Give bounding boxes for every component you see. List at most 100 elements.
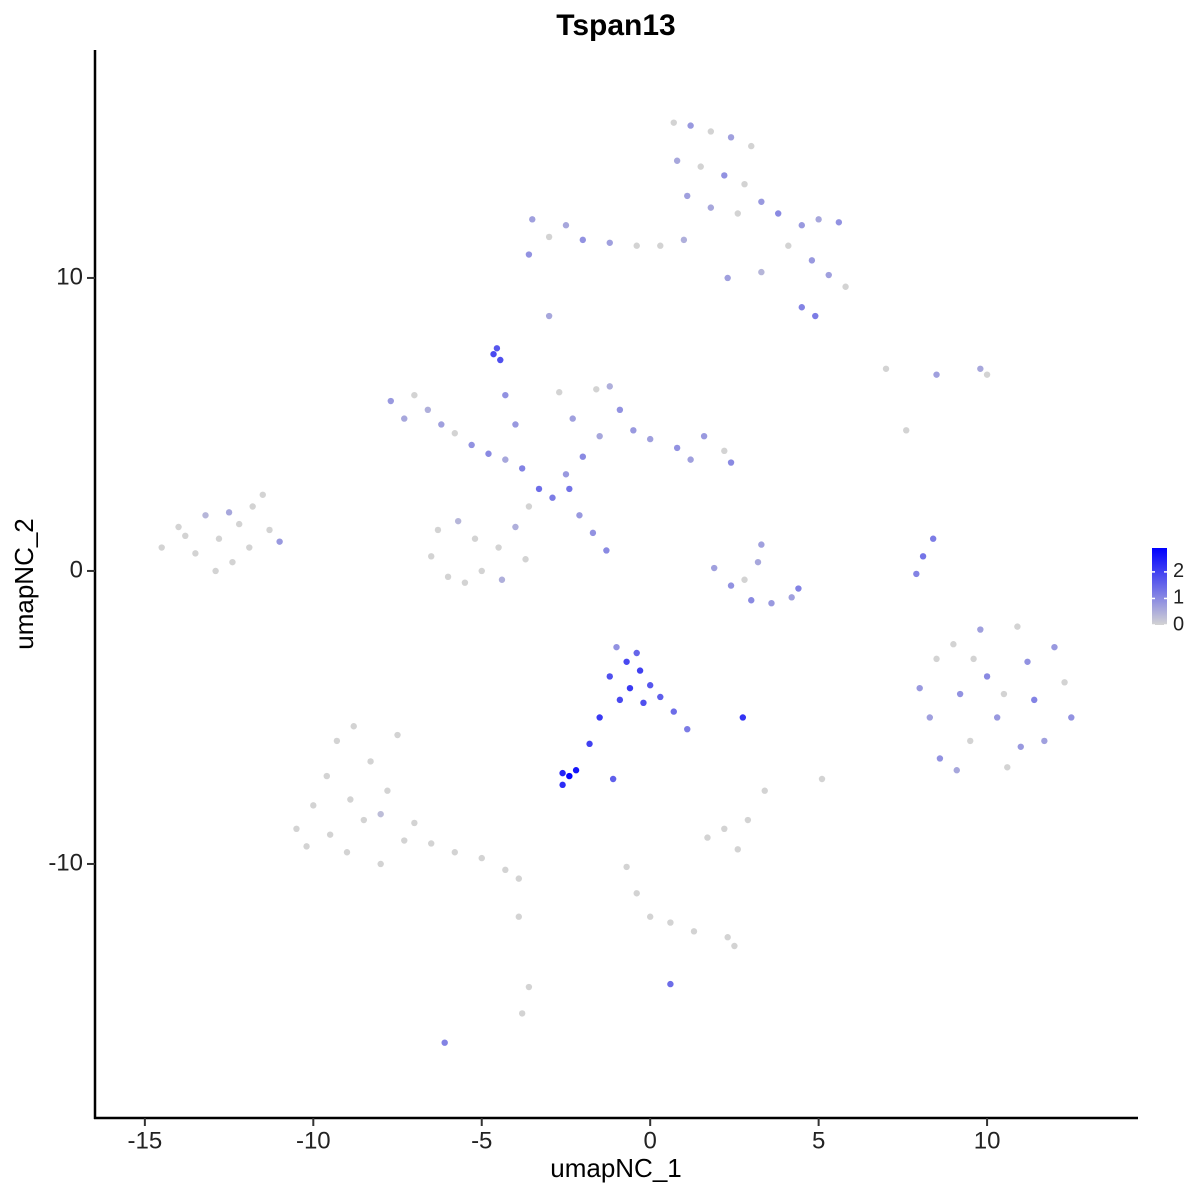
point xyxy=(545,233,553,241)
point xyxy=(347,796,354,803)
y-tick-label: -10 xyxy=(48,849,83,876)
point xyxy=(323,772,330,780)
point xyxy=(606,673,613,680)
point xyxy=(613,643,620,651)
point xyxy=(623,658,630,665)
point xyxy=(559,769,566,777)
point xyxy=(249,503,256,510)
point xyxy=(933,371,940,378)
point xyxy=(572,767,580,774)
point xyxy=(394,731,401,739)
point xyxy=(485,450,492,457)
points xyxy=(158,119,1075,1046)
point xyxy=(518,1010,526,1017)
point xyxy=(684,192,691,200)
point xyxy=(266,526,273,534)
point xyxy=(1004,764,1011,771)
point xyxy=(667,980,674,988)
point xyxy=(192,550,199,557)
point xyxy=(623,863,630,871)
point xyxy=(522,556,529,563)
point xyxy=(808,257,816,264)
point xyxy=(468,441,475,449)
point xyxy=(727,459,735,466)
point xyxy=(680,236,688,244)
point xyxy=(606,239,613,246)
point xyxy=(825,271,832,279)
point xyxy=(744,816,752,824)
x-axis-title: umapNC_1 xyxy=(550,1153,682,1183)
point xyxy=(529,216,536,223)
point xyxy=(606,383,613,390)
point xyxy=(788,594,795,601)
point xyxy=(646,435,654,443)
point xyxy=(515,913,523,920)
point xyxy=(589,529,597,537)
point xyxy=(785,242,792,249)
point xyxy=(559,781,566,789)
x-tick-label: -15 xyxy=(128,1127,163,1154)
colorbar-tick-label: 1 xyxy=(1173,587,1184,609)
point xyxy=(225,509,233,516)
point xyxy=(603,547,610,554)
point xyxy=(933,655,940,663)
point xyxy=(919,553,927,560)
point xyxy=(1041,737,1048,745)
point xyxy=(775,210,782,217)
point xyxy=(670,708,677,715)
point xyxy=(721,172,728,179)
point xyxy=(754,558,762,566)
point xyxy=(229,558,236,566)
point xyxy=(953,767,960,774)
point xyxy=(1031,696,1038,704)
point xyxy=(630,427,637,434)
colorbar-tick-label: 0 xyxy=(1173,613,1184,635)
y-tick-label: 10 xyxy=(56,263,83,290)
point xyxy=(748,597,755,604)
point xyxy=(835,219,843,226)
point xyxy=(512,523,519,531)
point xyxy=(202,512,209,519)
y-tick-label: 0 xyxy=(70,556,83,583)
point xyxy=(936,755,944,762)
x-tick-label: 5 xyxy=(812,1127,825,1154)
point xyxy=(401,415,408,422)
point xyxy=(687,456,694,463)
point xyxy=(545,312,553,320)
point xyxy=(434,526,442,534)
point xyxy=(956,690,964,698)
point xyxy=(739,714,747,721)
point xyxy=(593,386,600,393)
point xyxy=(798,222,805,229)
point xyxy=(303,843,310,850)
point xyxy=(498,576,506,583)
point xyxy=(633,242,640,249)
point xyxy=(384,787,391,794)
point xyxy=(471,535,479,542)
point xyxy=(549,494,556,501)
point xyxy=(525,983,533,991)
point xyxy=(734,846,741,853)
point xyxy=(721,447,728,455)
point xyxy=(993,714,1001,721)
point xyxy=(633,890,640,897)
point xyxy=(535,485,543,493)
point xyxy=(768,599,775,607)
point xyxy=(758,268,765,276)
point xyxy=(424,406,432,414)
point xyxy=(929,535,937,542)
point xyxy=(646,913,654,920)
point xyxy=(697,163,704,170)
point xyxy=(525,251,533,258)
point xyxy=(428,553,435,560)
x-tick-label: -10 xyxy=(296,1127,331,1154)
point xyxy=(401,837,408,844)
point xyxy=(515,875,523,882)
point xyxy=(215,535,223,542)
point xyxy=(377,810,384,818)
point xyxy=(950,641,957,648)
point xyxy=(741,180,748,188)
point xyxy=(326,831,334,838)
point xyxy=(626,684,634,692)
point xyxy=(454,517,462,525)
